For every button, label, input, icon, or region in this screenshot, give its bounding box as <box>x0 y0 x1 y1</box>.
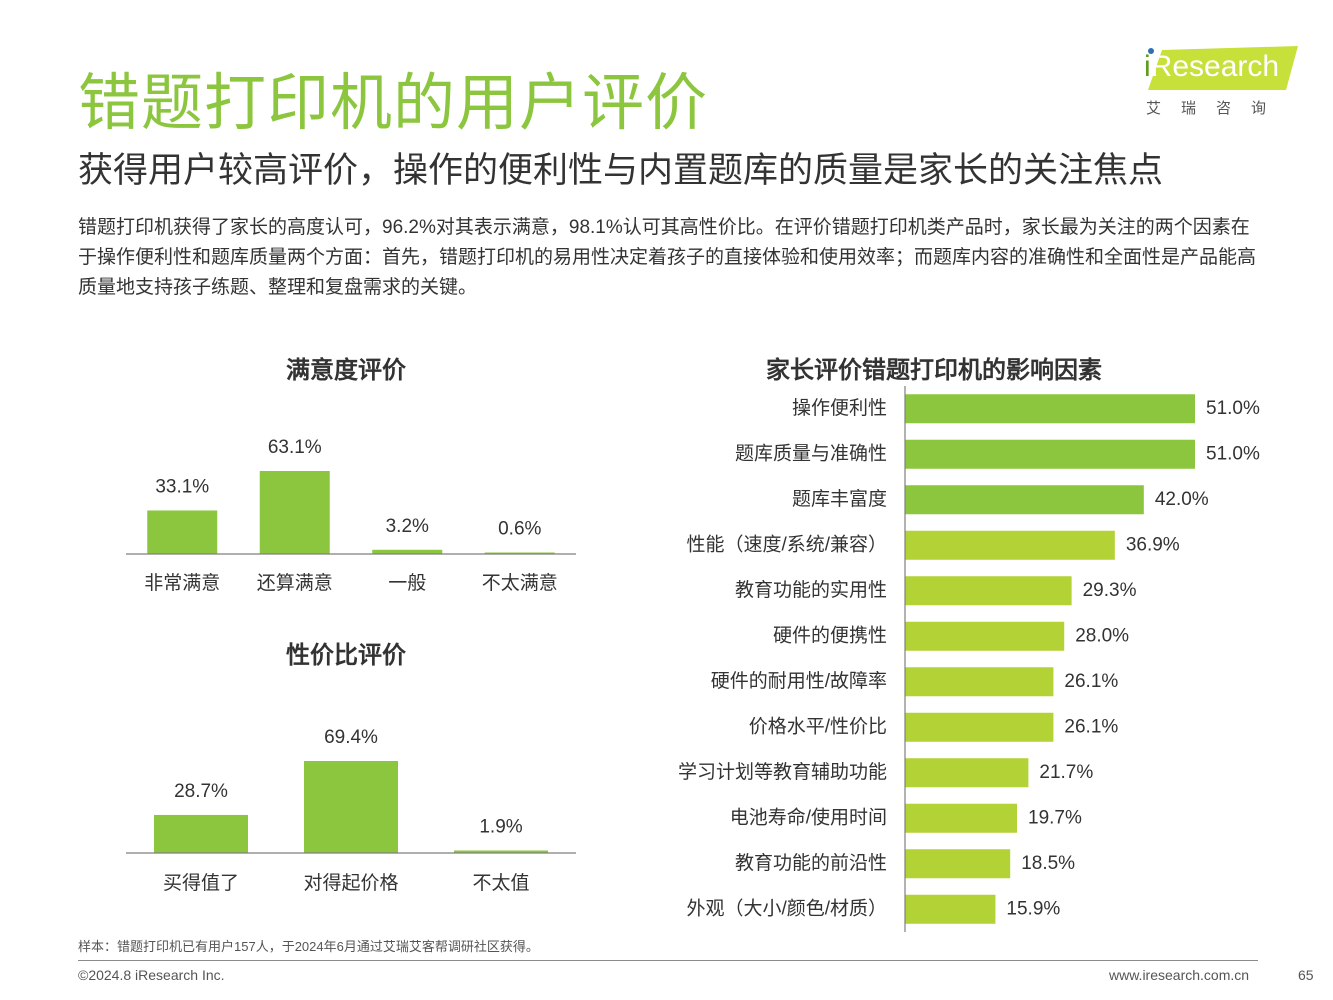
factor-bar-1 <box>905 439 1195 469</box>
satisfaction-value-label-2: 3.2% <box>386 516 429 537</box>
factor-value-label-10: 18.5% <box>1021 853 1075 874</box>
factor-category-label-7: 价格水平/性价比 <box>749 715 887 737</box>
iresearch-logo: iResearch 艾瑞咨询 <box>1140 42 1300 122</box>
website-link[interactable]: www.iresearch.com.cn <box>1109 967 1250 983</box>
logo-band <box>1148 46 1298 90</box>
logo-band-shape <box>1148 46 1298 90</box>
logo-cn-name: 艾瑞咨询 <box>1146 100 1287 117</box>
factor-bar-11 <box>905 894 996 924</box>
value-bar-0 <box>154 814 248 853</box>
factor-category-label-0: 操作便利性 <box>792 397 887 419</box>
value-bar-1 <box>304 761 398 853</box>
factor-value-label-5: 28.0% <box>1075 625 1129 646</box>
factor-value-label-3: 36.9% <box>1126 534 1180 555</box>
factor-value-label-4: 29.3% <box>1083 580 1137 601</box>
value-chart-title: 性价比评价 <box>286 642 406 669</box>
logo-dot <box>1148 48 1154 54</box>
factor-bar-4 <box>905 576 1072 606</box>
value-bar-2 <box>454 850 548 853</box>
page-number: 65 <box>1298 967 1314 983</box>
factor-bar-5 <box>905 621 1065 651</box>
factor-bar-2 <box>905 485 1144 515</box>
page-subtitle: 获得用户较高评价，操作的便利性与内置题库的质量是家长的关注焦点 <box>78 151 1164 190</box>
satisfaction-value-label-1: 63.1% <box>268 437 322 458</box>
value-value-label-0: 28.7% <box>174 781 228 802</box>
logo-brand-i: i <box>1144 50 1151 83</box>
satisfaction-category-label-3: 不太满意 <box>482 572 558 594</box>
satisfaction-value-label-0: 33.1% <box>155 476 209 497</box>
factor-category-label-9: 电池寿命/使用时间 <box>730 806 887 828</box>
satisfaction-bar-2 <box>372 549 443 554</box>
factor-bar-9 <box>905 803 1018 833</box>
logo-brand-rest: Research <box>1150 50 1280 83</box>
factor-category-label-5: 硬件的便携性 <box>773 624 887 646</box>
factor-bar-6 <box>905 667 1054 697</box>
factor-category-label-3: 性能（速度/系统/兼容） <box>686 533 887 555</box>
value-category-label-1: 对得起价格 <box>303 872 398 894</box>
satisfaction-value-label-3: 0.6% <box>498 519 541 540</box>
copyright: ©2024.8 iResearch Inc. <box>78 967 225 983</box>
satisfaction-chart-title: 满意度评价 <box>286 357 406 384</box>
satisfaction-bar-1 <box>259 471 330 554</box>
factor-value-label-8: 21.7% <box>1039 762 1093 783</box>
satisfaction-category-label-2: 一般 <box>388 572 426 594</box>
factor-value-label-2: 42.0% <box>1155 489 1209 510</box>
satisfaction-category-label-1: 还算满意 <box>257 572 333 594</box>
factor-bar-3 <box>905 530 1115 560</box>
factor-value-label-0: 51.0% <box>1206 398 1260 419</box>
factors-chart-title: 家长评价错题打印机的影响因素 <box>766 357 1102 384</box>
factor-bar-0 <box>905 394 1195 424</box>
factor-category-label-10: 教育功能的前沿性 <box>735 852 887 874</box>
factor-value-label-9: 19.7% <box>1028 807 1082 828</box>
factor-category-label-8: 学习计划等教育辅助功能 <box>678 761 887 783</box>
factor-category-label-11: 外观（大小/颜色/材质） <box>686 897 887 919</box>
page-title: 错题打印机的用户评价 <box>78 69 709 138</box>
factor-value-label-6: 26.1% <box>1064 671 1118 692</box>
sample-note: 样本：错题打印机已有用户157人，于2024年6月通过艾瑞艾客帮调研社区获得。 <box>78 939 539 954</box>
factor-value-label-7: 26.1% <box>1064 716 1118 737</box>
factor-bar-10 <box>905 849 1011 879</box>
value-value-label-2: 1.9% <box>479 816 522 837</box>
factor-category-label-4: 教育功能的实用性 <box>735 579 887 601</box>
factor-bar-7 <box>905 712 1054 742</box>
satisfaction-category-label-0: 非常满意 <box>144 572 220 594</box>
factor-category-label-1: 题库质量与准确性 <box>735 442 887 464</box>
factor-bar-8 <box>905 758 1029 788</box>
value-value-label-1: 69.4% <box>324 727 378 748</box>
footer-divider <box>78 960 1258 961</box>
value-category-label-0: 买得值了 <box>163 872 239 894</box>
value-category-label-2: 不太值 <box>472 872 529 894</box>
factor-value-label-1: 51.0% <box>1206 443 1260 464</box>
factor-value-label-11: 15.9% <box>1006 898 1060 919</box>
logo-wordmark: iResearch <box>1144 50 1279 84</box>
page-description: 错题打印机获得了家长的高度认可，96.2%对其表示满意，98.1%认可其高性价比… <box>78 217 1257 298</box>
factor-category-label-6: 硬件的耐用性/故障率 <box>711 670 887 692</box>
factor-category-label-2: 题库丰富度 <box>792 488 887 510</box>
satisfaction-bar-3 <box>484 552 555 554</box>
satisfaction-bar-0 <box>147 510 218 554</box>
